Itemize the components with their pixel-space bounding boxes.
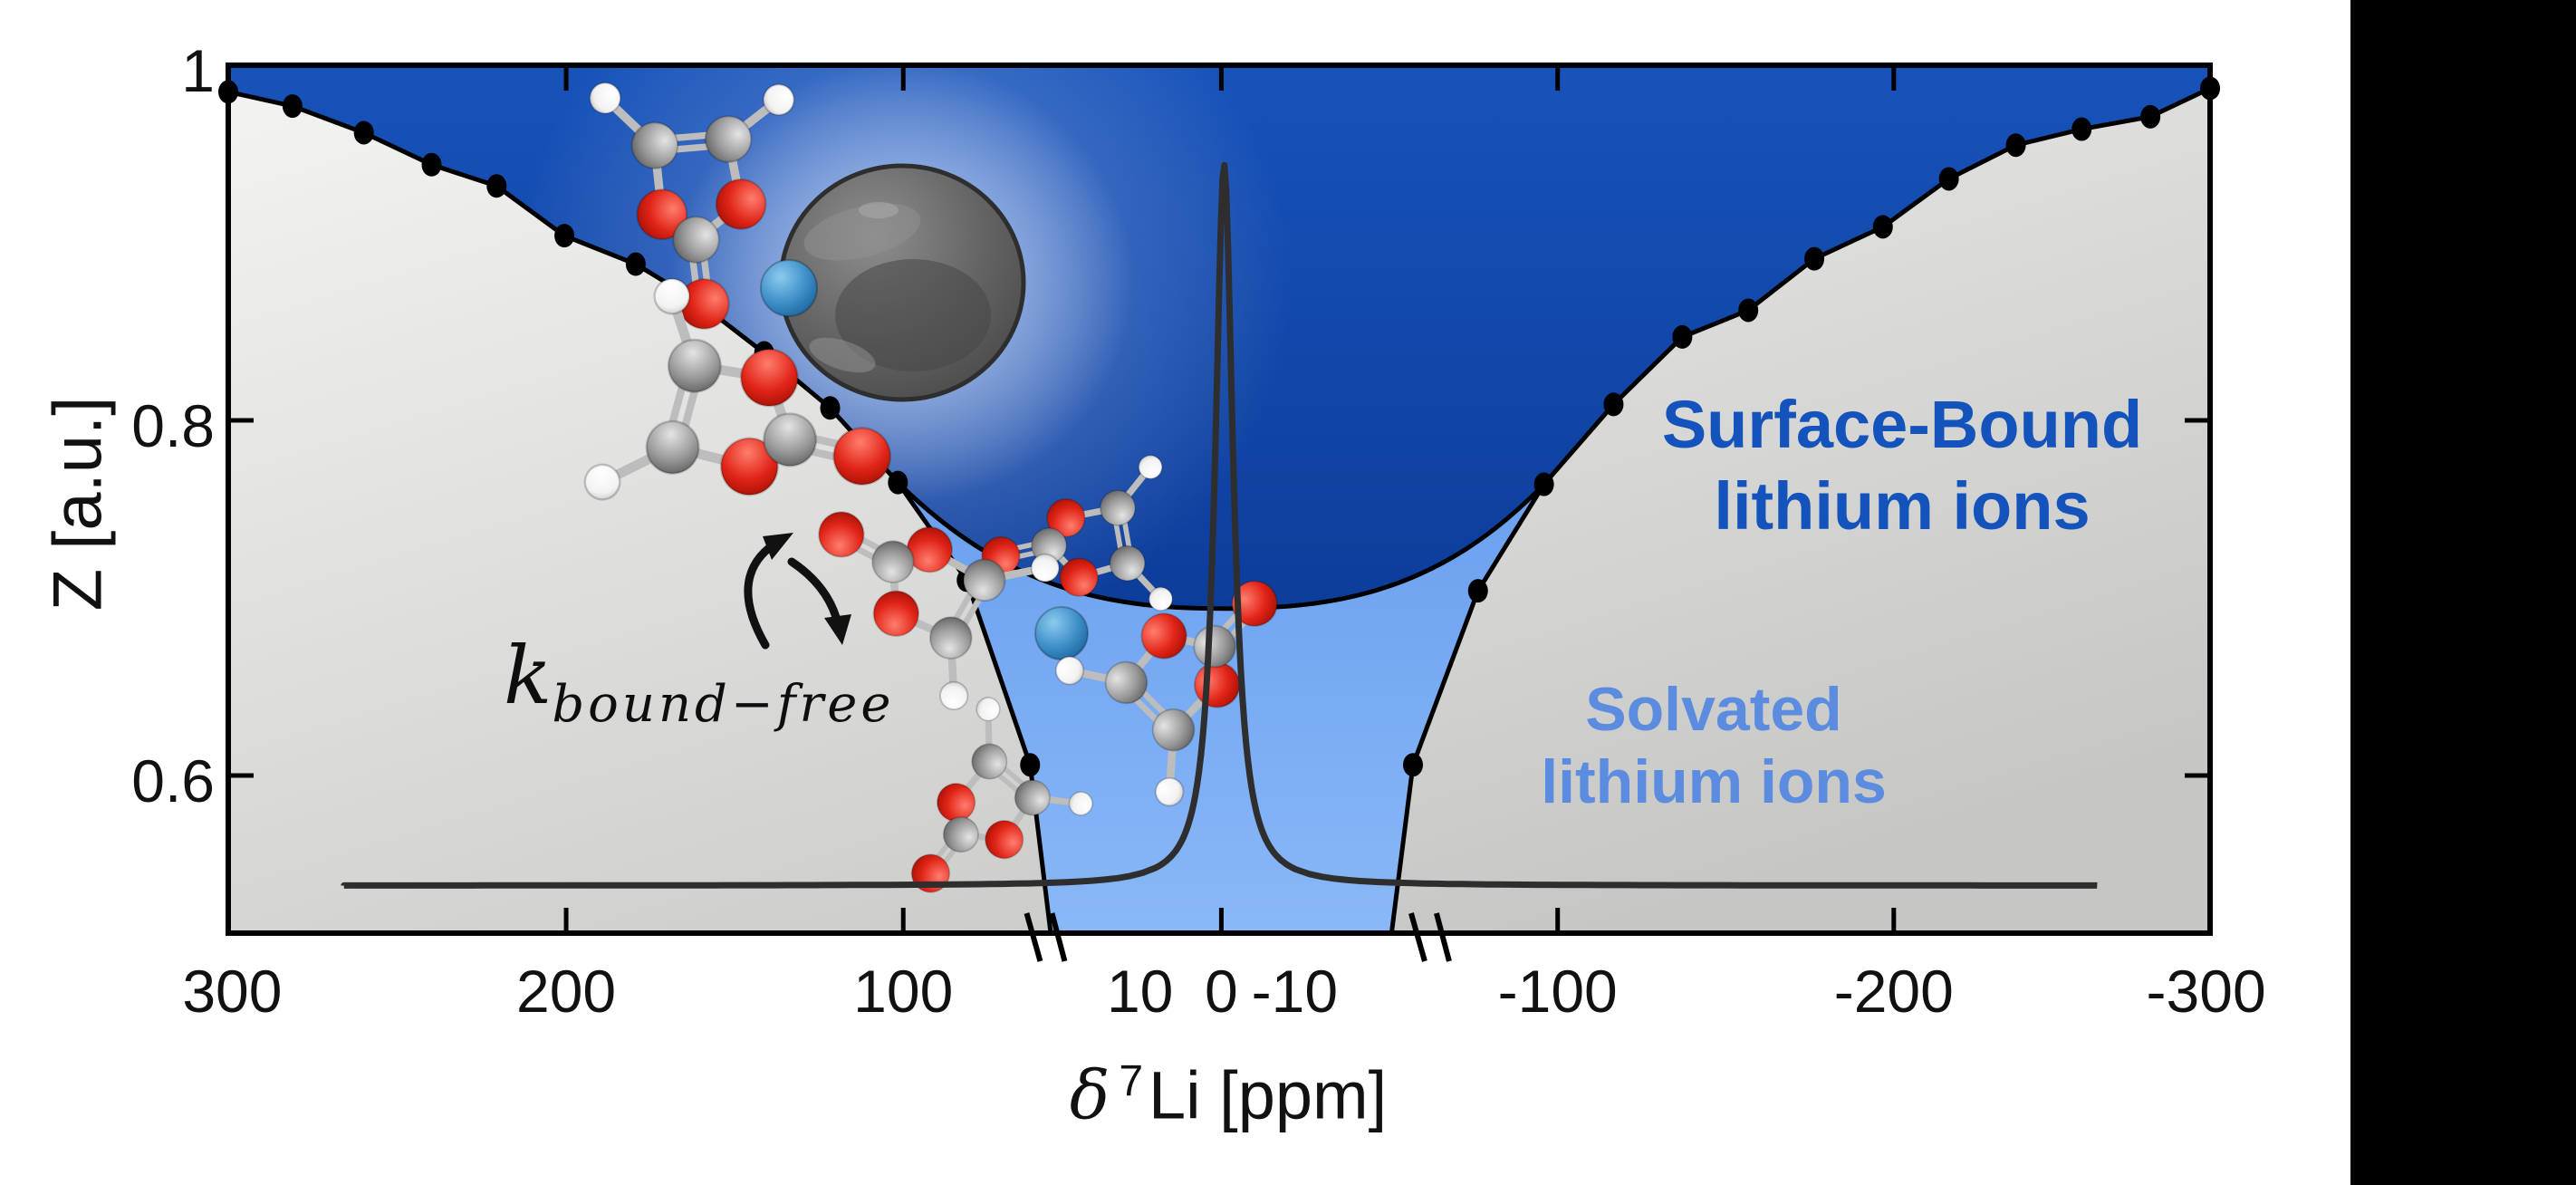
data-point-dot [625,252,646,276]
data-point-dot [421,152,442,177]
solvent-molecule [589,82,795,330]
solvated-region-label: Solvated lithium ions [1541,673,1887,818]
data-point-dot [1020,753,1041,777]
data-point-dot [2071,117,2092,141]
axes-frame-ticks [226,63,2213,962]
data-point-dot [486,174,507,198]
x-axis-label: δ 7Li [ppm] [1070,1056,1388,1135]
data-point-dot [2140,104,2161,129]
y-axis-label: Z [a.u.] [39,396,117,612]
y-tick-label-0.6: 0.6 [131,747,215,814]
axis-break-marks [1049,912,1068,962]
data-point-dot [820,396,841,420]
data-point-dot [888,470,908,495]
x-axis-label-isotope-7: 7 [1119,1057,1144,1105]
rate-constant-subscript: bound−free [552,675,895,734]
axis-break-marks [1434,912,1452,962]
x-tick-label--300: -300 [2146,958,2266,1025]
right-black-sidebar [2350,0,2576,1185]
lithium-ion-sphere [760,259,818,317]
x-tick-label--10: -10 [1251,958,1339,1025]
solvent-molecule [818,511,1061,711]
data-point-dot [1872,215,1893,239]
data-point-dot [1467,579,1488,603]
data-point-dot [1938,167,1959,191]
data-point-dot [1804,246,1825,271]
data-point-dot [1533,472,1554,496]
solvated-label-line1: Solvated [1585,675,1842,744]
rate-constant-k: k [504,629,553,722]
data-point-dot [1672,324,1693,349]
x-tick-label-300: 300 [182,958,283,1025]
data-point-dot [554,224,575,248]
y-tick-label-0.8: 0.8 [131,392,215,459]
boundary-curve-right [1389,86,2212,934]
exchange-arrow-down-head [824,614,851,645]
plot-frame [226,63,2213,936]
x-tick-label--200: -200 [1833,958,1954,1025]
axis-break-marks [1408,912,1427,962]
data-point-dot [1738,298,1759,323]
surface-bound-label-line2: lithium ions [1714,468,2091,544]
x-axis-label-unit: Li [ppm] [1149,1057,1388,1133]
data-point-dot [1603,392,1624,417]
exchange-arrow-up-head [763,533,793,560]
electrode-particle-illustration [778,163,1026,402]
x-tick-label-200: 200 [515,958,617,1025]
data-point-dot [2005,133,2026,158]
x-tick-label-0: 0 [1205,958,1238,1025]
solvated-label-line2: lithium ions [1541,747,1887,816]
x-tick-label-10: 10 [1106,958,1174,1025]
x-axis-label-delta-symbol: δ [1069,1056,1110,1135]
exchange-rate-constant-label: kbound−free [504,629,895,734]
data-point-dot [282,94,303,119]
solvated-region-fill [898,482,1544,933]
solvent-molecule [981,454,1174,612]
li-nmr-peak-line [341,161,2100,889]
nmr-spectrum-line [341,161,2100,889]
surface-bound-label-line1: Surface-Bound [1661,387,2143,462]
exchange-arrows-icon [744,533,851,650]
solvent-molecule [583,277,892,501]
lithium-ion-sphere [1034,606,1089,660]
x-tick-label--100: -100 [1497,958,1618,1025]
y-tick-label-1: 1 [181,37,215,104]
data-point-dot [353,120,374,145]
data-point-dot [1402,753,1423,777]
x-tick-label-100: 100 [853,958,954,1025]
axis-break-marks [1024,912,1043,962]
surface-bound-region-label: Surface-Bound lithium ions [1662,384,2142,547]
